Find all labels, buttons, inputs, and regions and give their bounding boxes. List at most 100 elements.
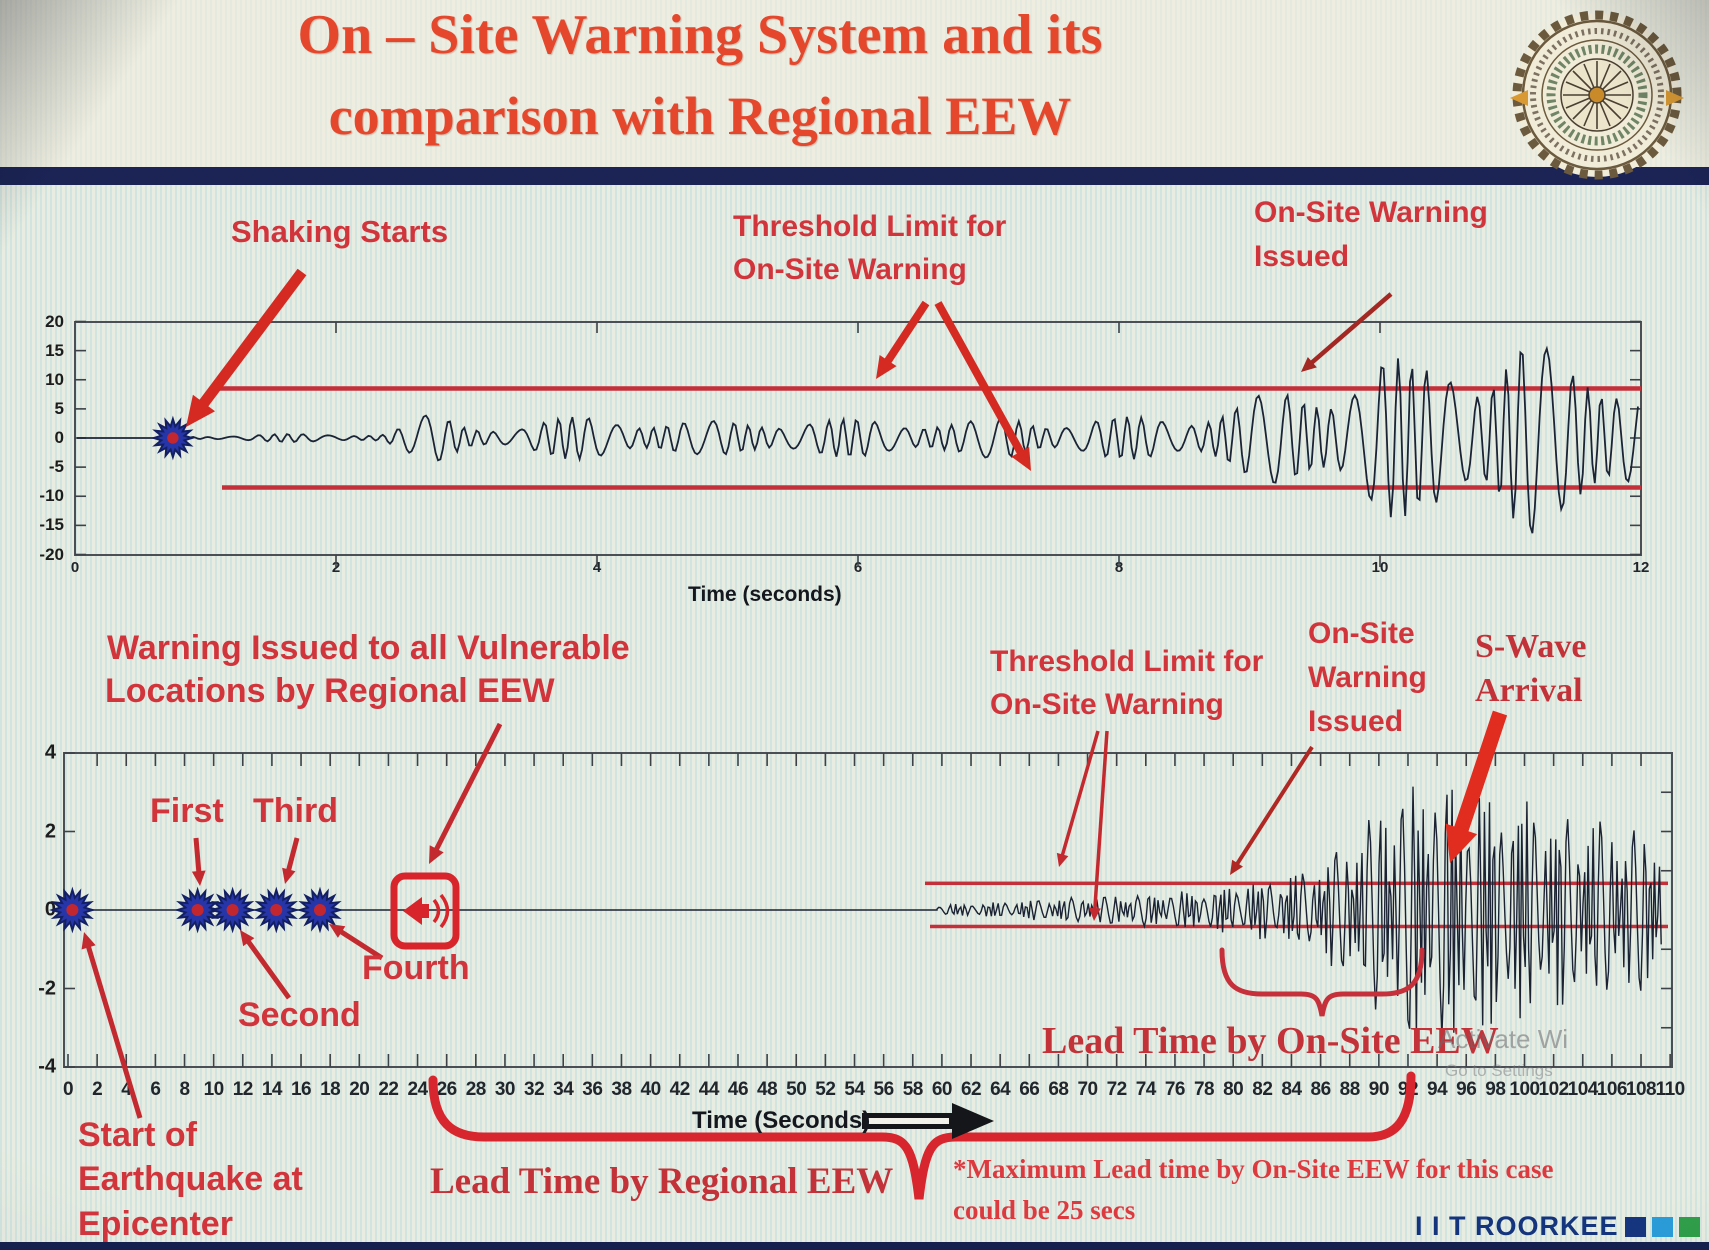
bottom-threshold-arrow-upper-head (1056, 852, 1069, 867)
bottom-x-tick-label: 106 (1596, 1079, 1628, 1100)
bottom-x-tick-label: 36 (582, 1079, 603, 1100)
annotation-lead-time-regional: Lead Time by Regional EEW (430, 1161, 894, 1202)
p-wave-detection-star-icon-5-center (313, 904, 326, 916)
threshold-line (222, 485, 1641, 490)
top-x-tick-label: 6 (853, 559, 863, 576)
s-wave-arrival-arrow-head (1445, 823, 1478, 863)
top-y-tick-label: 10 (45, 369, 64, 389)
shaking-starts-arrow-head (186, 394, 216, 427)
bottom-x-tick-label: 60 (931, 1079, 953, 1100)
logo-petal-ring (1546, 44, 1648, 146)
onsite-lead-time-brace (1219, 947, 1425, 1017)
threshold-line (215, 386, 1641, 391)
p-wave-detection-star-icon-4-center (270, 904, 283, 916)
bottom-x-tick-label: 74 (1135, 1079, 1157, 1100)
top-threshold-arrow-lower-shaft (934, 301, 1025, 456)
top-x-tick-label: 4 (592, 559, 602, 576)
top-warning-issued-arrow-shaft (1309, 292, 1393, 366)
annotation-bottom-threshold-line1: Threshold Limit for (990, 645, 1264, 678)
top-y-tick-label: -20 (39, 544, 64, 564)
annotation-regional-warning-line2: Locations by Regional EEW (105, 672, 555, 710)
annotation-regional-warning-line1: Warning Issued to all Vulnerable (107, 629, 630, 667)
top-warning-issued-arrow-head (1301, 356, 1317, 372)
annotation-top-warning-issued-line1: On-Site Warning (1254, 196, 1488, 229)
bottom-seismogram-trace (66, 786, 1662, 1036)
bottom-x-tick-label: 8 (179, 1079, 190, 1100)
shaking-starts-arrow-shaft (198, 268, 307, 408)
slide-title-line2: comparison with Regional EEW (328, 86, 1072, 146)
bottom-x-tick-label: 10 (203, 1079, 225, 1100)
bottom-x-tick-label: 4 (121, 1079, 132, 1100)
third-station-arrow-head (282, 867, 296, 884)
bottom-x-tick-label: 90 (1368, 1079, 1390, 1100)
logo-left-ornament (1510, 90, 1528, 106)
time-direction-arrow-head (952, 1103, 994, 1139)
annotation-fourth-station: Fourth (362, 949, 470, 987)
bottom-x-tick-label: 18 (320, 1079, 341, 1100)
p-wave-detection-star-icon-2-center (191, 904, 204, 916)
regional-warning-arrow-shaft (433, 722, 503, 852)
bottom-x-tick-label: 54 (844, 1079, 865, 1100)
bottom-x-tick-label: 0 (62, 1079, 74, 1100)
bottom-x-tick-label: 84 (1281, 1079, 1302, 1100)
bottom-x-tick-label: 82 (1252, 1079, 1273, 1100)
bottom-threshold-arrow-upper-shaft (1060, 730, 1100, 857)
bottom-x-tick-label: 32 (524, 1079, 545, 1100)
annotation-first-station: First (150, 792, 224, 830)
annotation-swave-line2: Arrival (1475, 672, 1583, 709)
third-station-arrow-shaft (285, 837, 300, 873)
bottom-x-tick-label: 34 (553, 1079, 574, 1100)
top-y-tick-label: 0 (54, 428, 64, 447)
s-wave-arrival-arrow-shaft (1453, 710, 1508, 834)
first-station-arrow-shaft (193, 837, 202, 874)
annotation-third-station: Third (253, 792, 338, 830)
annotation-bottom-onsite-issued-line2: Warning (1308, 661, 1427, 694)
bottom-x-tick-label: 66 (1019, 1079, 1040, 1100)
bottom-x-tick-label: 26 (436, 1079, 458, 1100)
slide-header (0, 0, 1709, 168)
bottom-x-tick-label: 102 (1538, 1079, 1570, 1100)
bottom-x-tick-label: 96 (1456, 1079, 1477, 1100)
activate-windows-watermark: Activate Wi (1438, 1024, 1569, 1054)
annotation-epicenter-line1: Start of (78, 1116, 197, 1154)
regional-warning-siren-icon (390, 872, 460, 950)
top-y-tick-label: 20 (45, 311, 64, 331)
second-station-arrow-shaft (245, 939, 292, 1000)
bottom-x-tick-label: 94 (1427, 1079, 1448, 1100)
bottom-x-tick-label: 68 (1048, 1079, 1069, 1100)
bottom-x-tick-label: 24 (407, 1079, 428, 1100)
bottom-x-tick-label: 64 (990, 1079, 1011, 1100)
bottom-x-tick-label: 46 (727, 1079, 749, 1100)
bottom-x-tick-label: 86 (1310, 1079, 1332, 1100)
iit-roorkee-wordmark-text: I I T ROORKEE (1415, 1211, 1619, 1241)
annotation-epicenter-line3: Epicenter (78, 1205, 233, 1243)
brand-square-blue-icon (1651, 1217, 1673, 1237)
annotation-shaking-starts: Shaking Starts (231, 214, 449, 249)
bottom-x-tick-label: 20 (349, 1079, 370, 1100)
bottom-x-tick-label: 76 (1164, 1079, 1186, 1100)
top-y-tick-label: 5 (54, 398, 64, 418)
bottom-y-tick-label: -4 (38, 1055, 56, 1078)
bottom-warning-issued-arrow-head (1230, 859, 1243, 875)
bottom-x-tick-label: 44 (698, 1079, 720, 1100)
brand-square-navy-icon (1624, 1217, 1646, 1237)
time-direction-arrow-shaft-core (867, 1118, 949, 1124)
logo-text-ring (1530, 28, 1664, 162)
top-threshold-arrow-lower-head (1011, 446, 1031, 471)
top-threshold-arrow-upper-shaft (883, 300, 930, 365)
bottom-threshold-arrow-lower-shaft (1093, 730, 1109, 911)
bottom-x-tick-label: 40 (640, 1079, 662, 1100)
bottom-x-tick-label: 88 (1339, 1079, 1361, 1100)
siren-wave-2 (439, 893, 450, 929)
annotation-second-station: Second (238, 996, 361, 1034)
iit-roorkee-wordmark: I I T ROORKEE (1415, 1212, 1700, 1240)
fourth-station-arrow-head (329, 924, 346, 938)
top-y-tick-label: 15 (45, 340, 64, 360)
top-x-tick-label: 0 (70, 559, 80, 576)
p-wave-detection-star-icon-1-center (66, 904, 79, 916)
annotation-top-threshold-line1: Threshold Limit for (733, 210, 1007, 243)
bottom-warning-issued-arrow-shaft (1234, 745, 1314, 866)
bottom-x-tick-label: 2 (92, 1079, 103, 1100)
footnote-line2: could be 25 secs (953, 1195, 1136, 1225)
